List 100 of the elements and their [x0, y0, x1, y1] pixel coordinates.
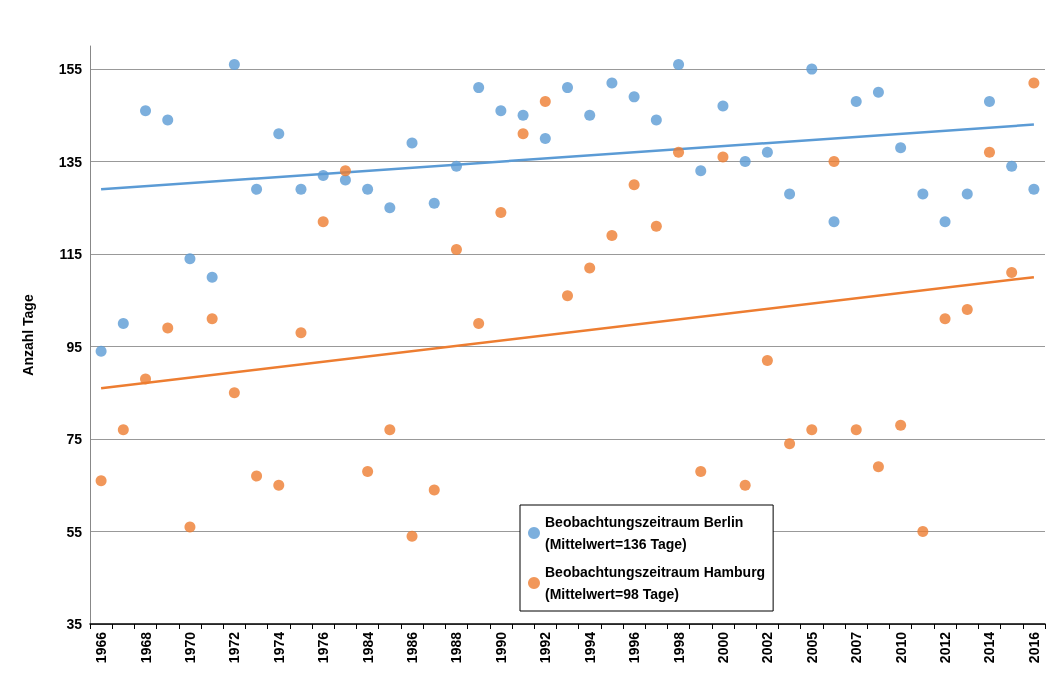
point: [140, 373, 152, 385]
x-tick-label: 1988: [448, 631, 465, 664]
point: [917, 526, 929, 538]
point: [717, 100, 729, 112]
legend-label: Beobachtungszeitraum Hamburg (Mittelwert=98 Tage): [545, 564, 766, 602]
point: [761, 146, 773, 158]
y-tick-label: 35: [66, 616, 83, 632]
point: [184, 253, 196, 265]
point: [517, 109, 529, 121]
point: [806, 424, 818, 436]
x-tick-label: 1998: [670, 631, 687, 664]
point: [1028, 183, 1040, 195]
point: [384, 424, 396, 436]
x-tick-label: 1974: [270, 631, 287, 664]
point: [162, 114, 174, 126]
point: [983, 146, 995, 158]
point: [584, 262, 596, 274]
point: [895, 142, 907, 154]
point: [628, 91, 640, 103]
point: [251, 183, 263, 195]
x-tick-label: 2010: [892, 631, 909, 664]
point: [539, 132, 551, 144]
point: [650, 114, 662, 126]
point: [117, 424, 129, 436]
point: [406, 530, 418, 542]
point: [761, 354, 773, 366]
point: [206, 313, 218, 325]
point: [850, 95, 862, 107]
point: [784, 188, 796, 200]
point: [1028, 77, 1040, 89]
point: [317, 169, 329, 181]
y-axis-title: Anzahl Tage: [20, 294, 36, 376]
point: [983, 95, 995, 107]
point: [317, 216, 329, 228]
point: [295, 183, 307, 195]
x-tick-label: 2000: [714, 631, 731, 664]
point: [95, 475, 107, 487]
x-tick-label: 1968: [137, 631, 154, 664]
x-tick-label: 1996: [626, 631, 643, 664]
point: [562, 290, 573, 302]
point: [339, 165, 351, 177]
point: [251, 470, 263, 482]
x-tick-label: 1976: [315, 631, 332, 664]
point: [850, 424, 862, 436]
point: [184, 521, 196, 533]
x-tick-label: 1972: [226, 631, 243, 664]
x-tick-label: 1994: [581, 631, 598, 664]
point: [273, 128, 285, 140]
point: [117, 317, 129, 329]
x-tick-label: 2007: [848, 631, 865, 664]
point: [1006, 267, 1018, 279]
point: [739, 479, 751, 491]
point: [673, 59, 685, 70]
y-tick-label: 155: [58, 61, 83, 78]
point: [895, 419, 907, 431]
y-tick-label: 115: [59, 246, 83, 263]
point: [295, 327, 307, 339]
x-tick-label: 1984: [359, 631, 376, 664]
x-tick-label: 1966: [93, 631, 110, 664]
x-tick-label: 1970: [181, 631, 198, 664]
point: [872, 86, 884, 98]
x-tick-label: 2002: [759, 631, 776, 664]
point: [495, 105, 507, 117]
point: [828, 216, 840, 228]
point: [362, 465, 374, 477]
point: [273, 479, 285, 491]
x-tick-label: 2016: [1025, 631, 1042, 664]
point: [1006, 160, 1018, 172]
point: [584, 109, 596, 121]
point: [539, 95, 551, 107]
point: [562, 82, 573, 94]
point: [384, 202, 396, 214]
x-tick-label: 1990: [492, 631, 509, 664]
x-tick-label: 2014: [981, 631, 998, 664]
point: [517, 128, 529, 140]
point: [961, 188, 973, 200]
point: [473, 317, 485, 329]
x-tick-label: 1992: [537, 631, 554, 664]
point: [717, 151, 729, 163]
point: [450, 160, 462, 172]
point: [606, 230, 618, 242]
y-tick-label: 135: [58, 153, 83, 170]
point: [961, 304, 973, 316]
point: [806, 63, 818, 75]
point: [495, 206, 507, 218]
point: [428, 197, 440, 209]
point: [695, 165, 707, 177]
point: [739, 156, 751, 168]
point: [939, 216, 951, 228]
point: [428, 484, 440, 496]
point: [606, 77, 618, 89]
point: [450, 243, 462, 255]
point: [695, 465, 707, 477]
point: [339, 174, 351, 186]
point: [362, 183, 374, 195]
point: [162, 322, 174, 334]
x-tick-label: 2005: [803, 631, 820, 664]
y-tick-label: 95: [66, 338, 83, 355]
point: [650, 220, 662, 232]
point: [473, 82, 485, 94]
